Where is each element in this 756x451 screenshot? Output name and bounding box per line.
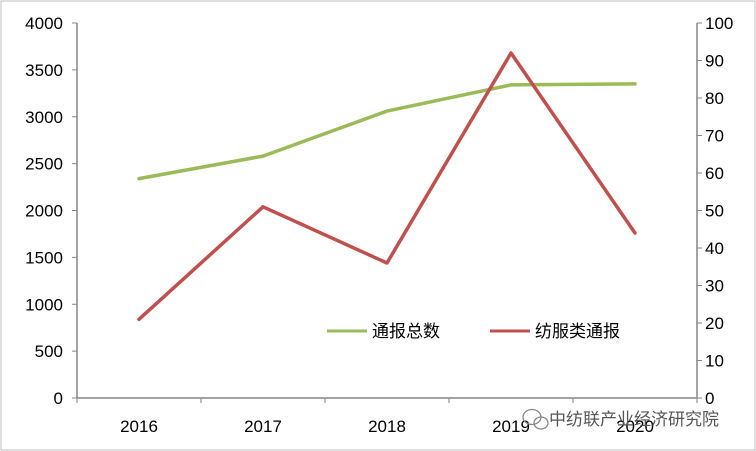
y-ticks-right: 0 10 20 30 40 50 60 70 80 90 100 — [697, 14, 733, 408]
data-point-series-1 — [385, 109, 389, 113]
y-tick-label-left: 2000 — [25, 202, 63, 221]
data-point-series-2 — [509, 51, 513, 55]
series-layer — [137, 51, 637, 322]
y-tick-label-left: 4000 — [25, 14, 63, 33]
y-tick-label-right: 20 — [705, 314, 724, 333]
legend-label-series-1: 通报总数 — [372, 322, 440, 342]
y-tick-label-right: 0 — [705, 389, 714, 408]
x-tick-label: 2016 — [120, 417, 158, 436]
y-tick-label-left: 3000 — [25, 108, 63, 127]
y-tick-label-right: 30 — [705, 277, 724, 296]
y-ticks-left: 0 500 1000 1500 2000 2500 3000 3500 4000 — [25, 14, 77, 408]
watermark: 中纺联产业经济研究院 — [522, 408, 719, 430]
x-tick-label: 2019 — [492, 417, 530, 436]
data-point-series-2 — [385, 261, 389, 265]
x-tick-label: 2020 — [616, 417, 654, 436]
y-tick-label-left: 500 — [35, 342, 63, 361]
x-tick-label: 2018 — [368, 417, 406, 436]
y-tick-label-right: 60 — [705, 164, 724, 183]
x-tick-label: 2017 — [244, 417, 282, 436]
legend: 通报总数 纺服类通报 — [327, 322, 620, 342]
watermark-text: 中纺联产业经济研究院 — [549, 410, 719, 430]
y-tick-label-left: 2500 — [25, 155, 63, 174]
data-point-series-1 — [633, 82, 637, 86]
y-tick-label-right: 50 — [705, 202, 724, 221]
y-tick-label-right: 80 — [705, 89, 724, 108]
y-tick-label-right: 70 — [705, 127, 724, 146]
y-tick-label-right: 40 — [705, 239, 724, 258]
data-point-series-1 — [261, 154, 265, 158]
data-point-series-1 — [509, 83, 513, 87]
y-tick-label-left: 0 — [54, 389, 63, 408]
data-point-series-2 — [261, 205, 265, 209]
legend-label-series-2: 纺服类通报 — [535, 322, 620, 342]
y-tick-label-right: 10 — [705, 352, 724, 371]
x-ticks: 2016 2017 2018 2019 2020 — [76, 398, 698, 436]
wechat-icon — [522, 408, 549, 430]
data-point-series-2 — [137, 317, 141, 321]
data-point-series-1 — [137, 177, 141, 181]
y-tick-label-right: 100 — [705, 14, 733, 33]
y-tick-label-left: 1500 — [25, 248, 63, 267]
y-tick-label-left: 1000 — [25, 295, 63, 314]
y-tick-label-right: 90 — [705, 52, 724, 71]
y-tick-label-left: 3500 — [25, 61, 63, 80]
data-point-series-2 — [633, 231, 637, 235]
